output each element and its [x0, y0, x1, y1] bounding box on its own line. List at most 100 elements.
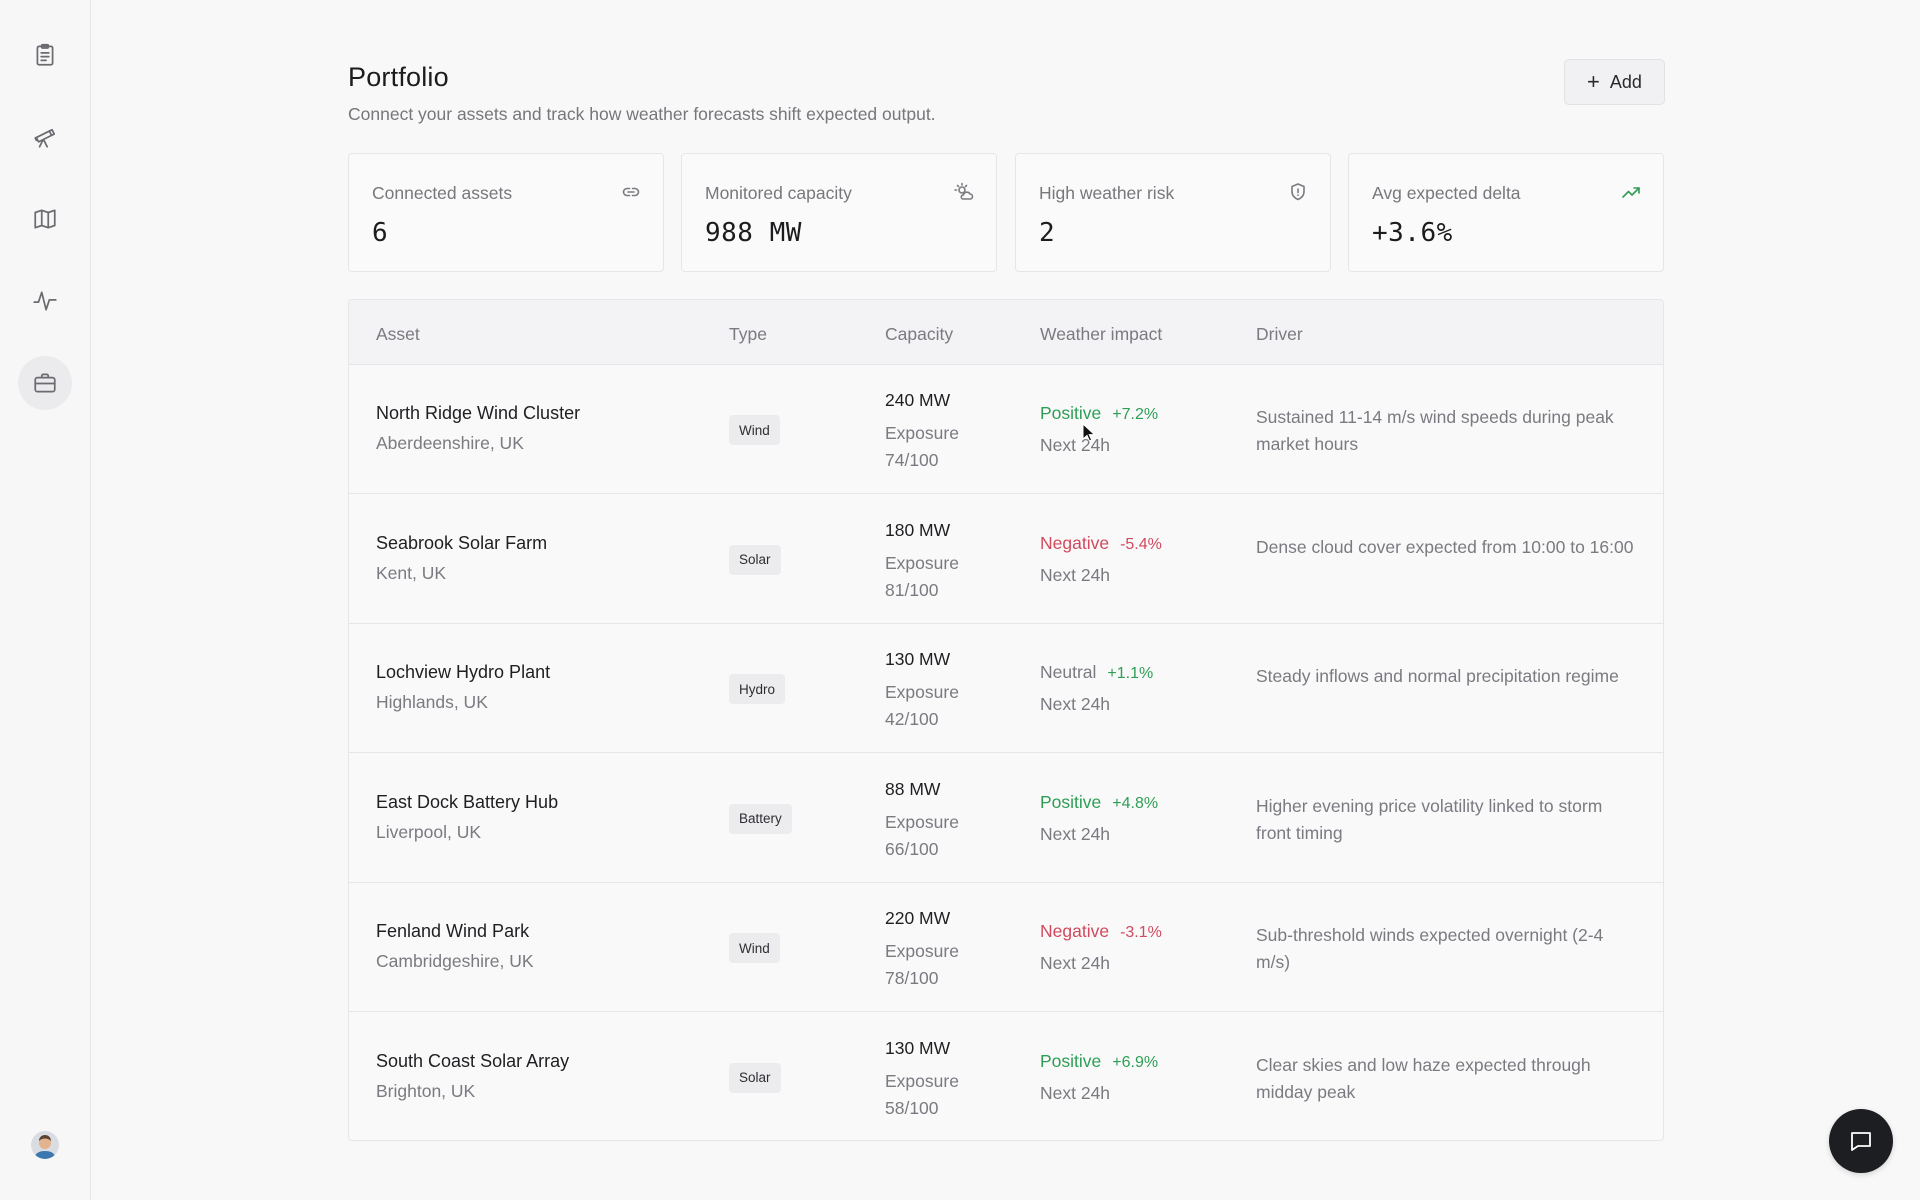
impact-horizon: Next 24h	[1040, 1082, 1111, 1103]
impact-horizon: Next 24h	[1040, 953, 1111, 973]
asset-location: Brighton, UK	[376, 1080, 476, 1101]
briefcase-icon	[34, 373, 56, 393]
column-header-asset[interactable]: Asset	[376, 324, 420, 344]
type-badge: Solar	[729, 1062, 781, 1093]
impact-label: Positive	[1040, 403, 1102, 423]
capacity-value: 180 MW	[885, 519, 951, 540]
impact-delta: -3.1%	[1120, 924, 1162, 941]
mouse-cursor-icon	[1082, 423, 1096, 442]
map-icon	[34, 209, 56, 229]
column-header-driver[interactable]: Driver	[1256, 324, 1303, 344]
stat-label: Monitored capacity	[705, 183, 852, 203]
chat-button[interactable]	[1829, 1109, 1893, 1173]
table-row[interactable]: Fenland Wind Park Cambridgeshire, UK Wind 2…	[349, 883, 1663, 1012]
exposure-value: Exposure 74/100	[885, 423, 959, 470]
stat-value: 2	[1039, 218, 1056, 248]
weather-impact: Positive +7.2%	[1040, 403, 1158, 424]
sidebar	[0, 0, 91, 1200]
impact-delta: +1.1%	[1107, 665, 1154, 682]
trending-up-icon	[1621, 182, 1641, 202]
page-subtitle: Connect your assets and track how weathe…	[348, 104, 936, 124]
stat-label: Connected assets	[372, 183, 513, 203]
asset-name[interactable]: Lochview Hydro Plant	[376, 662, 551, 682]
table-header: Asset Type Capacity Weather impact Drive…	[349, 300, 1663, 365]
column-header-type[interactable]: Type	[729, 324, 767, 344]
impact-delta: -5.4%	[1120, 535, 1162, 553]
impact-horizon: Next 24h	[1040, 564, 1111, 585]
shield-icon	[1288, 182, 1308, 202]
driver-text: Higher evening price volatility linked t…	[1256, 795, 1603, 843]
capacity-value: 220 MW	[885, 908, 951, 928]
impact-label: Positive	[1040, 791, 1102, 812]
page-title: Portfolio	[348, 62, 449, 92]
clipboard-icon	[36, 43, 54, 66]
asset-location: Kent, UK	[376, 562, 447, 583]
stat-value: 6	[372, 218, 389, 248]
exposure-value: Exposure 66/100	[885, 811, 959, 859]
stat-value: +3.6%	[1372, 218, 1453, 248]
stat-value: 988 MW	[705, 218, 802, 248]
nav-item-forecast[interactable]	[18, 110, 72, 164]
chat-icon	[1851, 1132, 1871, 1151]
assets-table: Asset Type Capacity Weather impact Drive…	[348, 299, 1664, 1141]
nav-item-map[interactable]	[18, 192, 72, 246]
asset-name[interactable]: Fenland Wind Park	[376, 921, 530, 941]
exposure-value: Exposure 81/100	[885, 552, 959, 600]
impact-horizon: Next 24h	[1040, 435, 1111, 455]
activity-icon	[33, 291, 57, 311]
nav-item-activity[interactable]	[18, 274, 72, 328]
impact-label: Positive	[1040, 1050, 1102, 1071]
type-badge: Wind	[729, 415, 780, 445]
avatar[interactable]	[31, 1131, 59, 1159]
capacity-value: 130 MW	[885, 649, 951, 669]
add-button-label: Add	[1609, 71, 1642, 92]
type-badge: Battery	[729, 803, 792, 834]
add-button[interactable]: + Add	[1564, 59, 1665, 105]
type-badge: Hydro	[729, 674, 786, 704]
column-header-capacity[interactable]: Capacity	[885, 324, 954, 344]
stats-row: Connected assets 6 Monitored capacity 98…	[348, 153, 1664, 272]
asset-name[interactable]: East Dock Battery Hub	[376, 791, 559, 812]
weather-impact: Neutral +1.1%	[1040, 662, 1153, 683]
nav-item-portfolio[interactable]	[18, 356, 72, 410]
sun-cloud-icon	[954, 182, 974, 202]
impact-delta: +7.2%	[1112, 406, 1159, 423]
driver-text: Sub-threshold winds expected overnight (…	[1256, 925, 1604, 972]
impact-label: Negative	[1040, 921, 1110, 941]
impact-label: Neutral	[1040, 662, 1097, 682]
link-icon	[621, 182, 641, 202]
impact-horizon: Next 24h	[1040, 823, 1111, 844]
stat-card-high-weather-risk: High weather risk 2	[1015, 153, 1331, 272]
asset-location: Highlands, UK	[376, 692, 488, 712]
weather-impact: Positive +6.9%	[1040, 1051, 1158, 1072]
table-row[interactable]: Seabrook Solar Farm Kent, UK Solar 180 MW Ex…	[349, 495, 1663, 624]
type-badge: Wind	[729, 933, 780, 963]
type-badge: Solar	[729, 544, 781, 575]
stat-card-monitored-capacity: Monitored capacity 988 MW	[681, 153, 997, 272]
impact-delta: +6.9%	[1112, 1053, 1159, 1071]
asset-location: Cambridgeshire, UK	[376, 951, 534, 971]
table-row[interactable]: South Coast Solar Array Brighton, UK Solar…	[349, 1013, 1663, 1141]
capacity-value: 88 MW	[885, 778, 941, 799]
telescope-icon	[34, 128, 56, 148]
asset-name[interactable]: Seabrook Solar Farm	[376, 532, 548, 553]
impact-delta: +4.8%	[1112, 794, 1159, 812]
table-row[interactable]: Lochview Hydro Plant Highlands, UK Hydro 13…	[349, 624, 1663, 753]
asset-location: Aberdeenshire, UK	[376, 433, 524, 453]
table-row[interactable]: North Ridge Wind Cluster Aberdeenshire, U…	[349, 365, 1663, 494]
exposure-value: Exposure 42/100	[885, 682, 959, 729]
weather-impact: Negative -3.1%	[1040, 921, 1162, 942]
driver-text: Steady inflows and normal precipitation …	[1256, 666, 1619, 686]
exposure-value: Exposure 58/100	[885, 1070, 959, 1118]
driver-text: Sustained 11-14 m/s wind speeds during p…	[1256, 407, 1614, 454]
weather-impact: Positive +4.8%	[1040, 792, 1158, 813]
table-row[interactable]: East Dock Battery Hub Liverpool, UK Batter…	[349, 754, 1663, 883]
plus-icon: +	[1587, 69, 1600, 94]
asset-name[interactable]: South Coast Solar Array	[376, 1050, 570, 1071]
nav-item-reports[interactable]	[18, 28, 72, 82]
driver-text: Dense cloud cover expected from 10:00 to…	[1256, 536, 1634, 557]
driver-text: Clear skies and low haze expected throug…	[1256, 1054, 1591, 1102]
asset-name[interactable]: North Ridge Wind Cluster	[376, 403, 581, 423]
column-header-weather-impact[interactable]: Weather impact	[1040, 324, 1163, 344]
weather-impact: Negative -5.4%	[1040, 533, 1162, 554]
